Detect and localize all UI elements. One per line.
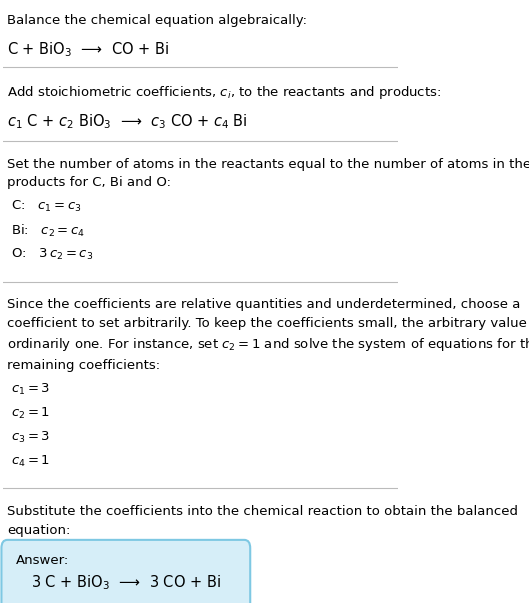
Text: 3 C + BiO$_3$  ⟶  3 CO + Bi: 3 C + BiO$_3$ ⟶ 3 CO + Bi bbox=[31, 573, 221, 592]
Text: $c_1$ C + $c_2$ BiO$_3$  ⟶  $c_3$ CO + $c_4$ Bi: $c_1$ C + $c_2$ BiO$_3$ ⟶ $c_3$ CO + $c_… bbox=[7, 113, 248, 131]
Text: Add stoichiometric coefficients, $c_i$, to the reactants and products:: Add stoichiometric coefficients, $c_i$, … bbox=[7, 84, 442, 101]
Text: Bi:   $c_2 = c_4$: Bi: $c_2 = c_4$ bbox=[11, 223, 86, 239]
Text: $c_4 = 1$: $c_4 = 1$ bbox=[11, 453, 50, 469]
Text: O:   $3\,c_2 = c_3$: O: $3\,c_2 = c_3$ bbox=[11, 247, 94, 262]
Text: Substitute the coefficients into the chemical reaction to obtain the balanced
eq: Substitute the coefficients into the che… bbox=[7, 505, 518, 537]
Text: C + BiO$_3$  ⟶  CO + Bi: C + BiO$_3$ ⟶ CO + Bi bbox=[7, 40, 169, 59]
Text: $c_3 = 3$: $c_3 = 3$ bbox=[11, 430, 50, 445]
Text: $c_1 = 3$: $c_1 = 3$ bbox=[11, 382, 50, 397]
FancyBboxPatch shape bbox=[2, 540, 250, 603]
Text: Since the coefficients are relative quantities and underdetermined, choose a
coe: Since the coefficients are relative quan… bbox=[7, 298, 529, 372]
Text: Balance the chemical equation algebraically:: Balance the chemical equation algebraica… bbox=[7, 14, 307, 27]
Text: $c_2 = 1$: $c_2 = 1$ bbox=[11, 406, 50, 421]
Text: C:   $c_1 = c_3$: C: $c_1 = c_3$ bbox=[11, 200, 82, 215]
Text: Set the number of atoms in the reactants equal to the number of atoms in the
pro: Set the number of atoms in the reactants… bbox=[7, 158, 529, 189]
Text: Answer:: Answer: bbox=[16, 554, 69, 567]
